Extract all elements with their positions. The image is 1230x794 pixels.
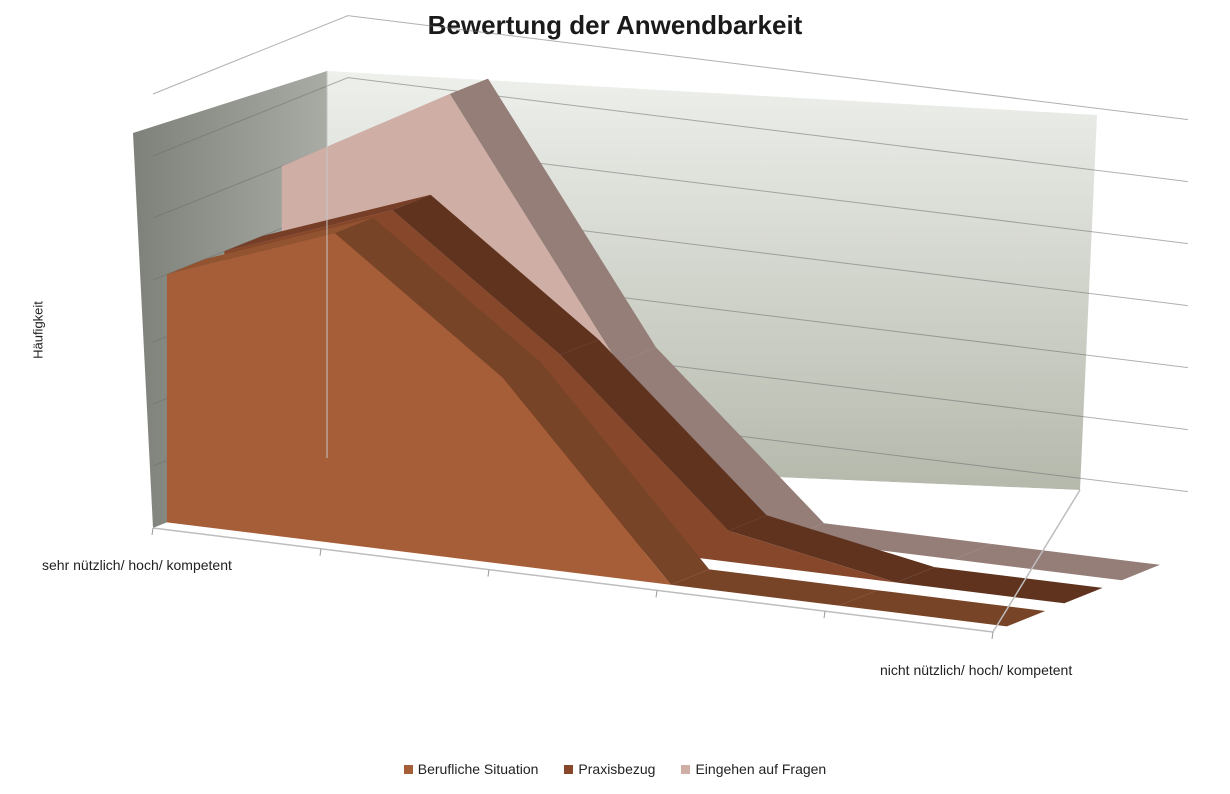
series-top-segment bbox=[449, 78, 656, 363]
series-top-segment bbox=[953, 544, 1160, 581]
gridline bbox=[152, 77, 1188, 183]
x-tick-label-first: sehr nützlich/ hoch/ kompetent bbox=[42, 557, 232, 573]
x-tick bbox=[319, 548, 322, 556]
x-tick bbox=[487, 569, 490, 577]
x-tick bbox=[655, 590, 658, 598]
legend-label: Berufliche Situation bbox=[417, 761, 539, 777]
x-axis-ticks bbox=[151, 527, 994, 640]
legend-label: Eingehen auf Fragen bbox=[695, 761, 827, 777]
axis-lines bbox=[152, 71, 1081, 633]
series-top-segment bbox=[896, 567, 1103, 604]
series-front-face bbox=[166, 233, 1007, 627]
series-0 bbox=[166, 217, 1046, 627]
x-tick bbox=[823, 611, 826, 619]
series-top-segment bbox=[334, 217, 542, 378]
x-tick-label-last: nicht nützlich/ hoch/ kompetent bbox=[880, 662, 1073, 678]
series-top-segment bbox=[166, 217, 374, 275]
legend-label: Praxisbezug bbox=[578, 761, 656, 777]
chart-title: Bewertung der Anwendbarkeit bbox=[427, 10, 803, 40]
legend-item-praxisbezug: Praxisbezug bbox=[564, 761, 655, 777]
series-top-segment bbox=[670, 569, 878, 606]
series-top-segment bbox=[502, 362, 710, 585]
series-top-segment bbox=[617, 347, 824, 539]
series-top-segment bbox=[560, 339, 767, 531]
series-top-segment bbox=[785, 523, 992, 560]
gridline bbox=[152, 15, 1188, 121]
series-layer bbox=[166, 78, 1160, 627]
legend: Berufliche Situation Praxisbezug Eingehe… bbox=[0, 761, 1230, 777]
legend-item-eingehen-auf-fragen: Eingehen auf Fragen bbox=[681, 761, 826, 777]
legend-swatch-berufliche-situation bbox=[403, 764, 413, 774]
series-top-segment bbox=[728, 515, 935, 583]
x-tick bbox=[991, 631, 994, 640]
x-tick bbox=[151, 527, 154, 536]
legend-swatch-praxisbezug bbox=[564, 764, 574, 774]
series-top-segment bbox=[392, 194, 599, 355]
legend-swatch-eingehen-auf-fragen bbox=[681, 764, 691, 774]
legend-item-berufliche-situation: Berufliche Situation bbox=[403, 761, 539, 777]
series-top-segment bbox=[838, 590, 1046, 627]
